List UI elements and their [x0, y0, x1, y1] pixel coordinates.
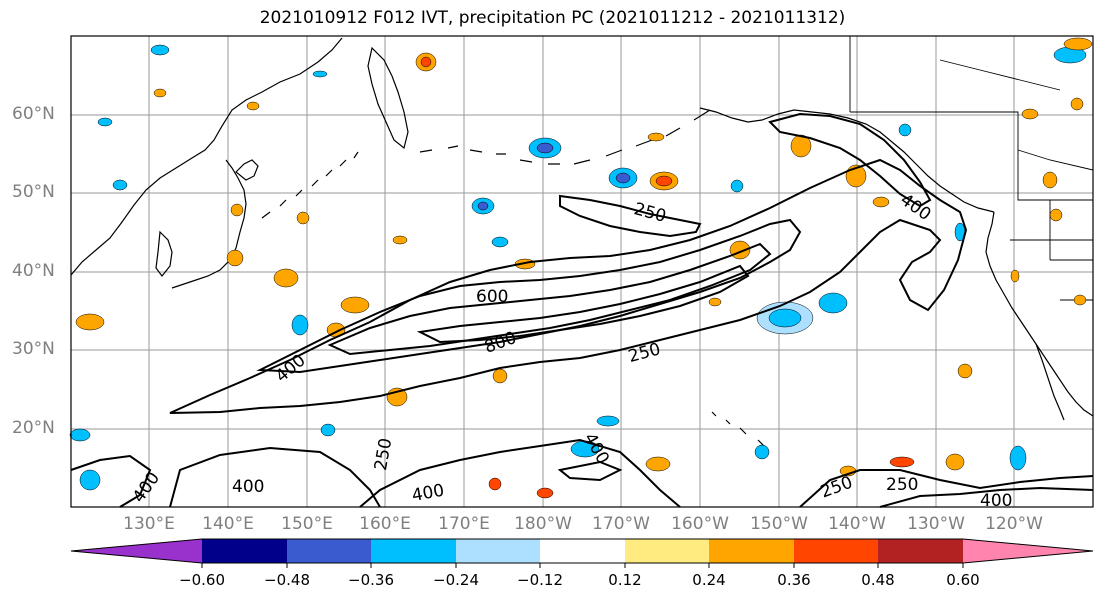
contour-label: 250 — [886, 475, 918, 495]
lon-label: 140°E — [202, 514, 254, 534]
borders — [849, 36, 1094, 301]
colorbar-tick-label: 0.48 — [861, 571, 895, 589]
colorbar-segment — [794, 539, 878, 563]
lon-label: 130°W — [907, 514, 965, 534]
colorbar-tick-label: −0.48 — [264, 571, 310, 589]
lon-label: 150°E — [281, 514, 333, 534]
colorbar-tick-label: −0.12 — [517, 571, 563, 589]
colorbar-tick-label: −0.36 — [348, 571, 394, 589]
colorbar-segment — [878, 539, 963, 563]
lon-label: 170°W — [592, 514, 650, 534]
lat-label: 20°N — [12, 418, 55, 438]
plot-frame — [70, 35, 1094, 508]
lon-label: 140°W — [828, 514, 886, 534]
colorbar — [70, 538, 1094, 568]
lon-label: 160°W — [671, 514, 729, 534]
colorbar-segment — [625, 539, 709, 563]
contour-label: 600 — [476, 287, 508, 307]
colorbar-tick-label: 0.12 — [608, 571, 642, 589]
lon-label: 130°E — [123, 514, 175, 534]
colorbar-tick-label: −0.24 — [433, 571, 479, 589]
lon-label: 150°W — [750, 514, 808, 534]
colorbar-segment — [202, 539, 287, 563]
colorbar-segment — [71, 539, 202, 563]
colorbar-segment — [287, 539, 371, 563]
colorbar-tick-label: −0.60 — [179, 571, 225, 589]
lon-label: 120°W — [985, 514, 1043, 534]
precip-patches — [69, 37, 1093, 499]
gridlines — [71, 36, 1093, 507]
lat-label: 40°N — [12, 261, 55, 281]
map-title: 2021010912 F012 IVT, precipitation PC (2… — [259, 8, 846, 28]
contour-label: 400 — [980, 491, 1012, 511]
lon-label: 160°E — [359, 514, 411, 534]
ivt-contours — [70, 112, 1094, 508]
colorbar-segment — [709, 539, 794, 563]
lon-label: 170°E — [438, 514, 490, 534]
colorbar-segment — [963, 539, 1093, 563]
lat-label: 60°N — [12, 104, 55, 124]
colorbar-tick-label: 0.24 — [692, 571, 726, 589]
colorbar-segment — [371, 539, 456, 563]
contour-label: 400 — [232, 477, 264, 497]
colorbar-segment — [540, 539, 625, 563]
lat-label: 30°N — [12, 339, 55, 359]
lon-label: 180°W — [514, 514, 572, 534]
coastlines — [70, 37, 1094, 447]
lat-label: 50°N — [12, 182, 55, 202]
colorbar-tick-label: 0.36 — [777, 571, 811, 589]
colorbar-tick-label: 0.60 — [946, 571, 980, 589]
colorbar-segment — [456, 539, 540, 563]
